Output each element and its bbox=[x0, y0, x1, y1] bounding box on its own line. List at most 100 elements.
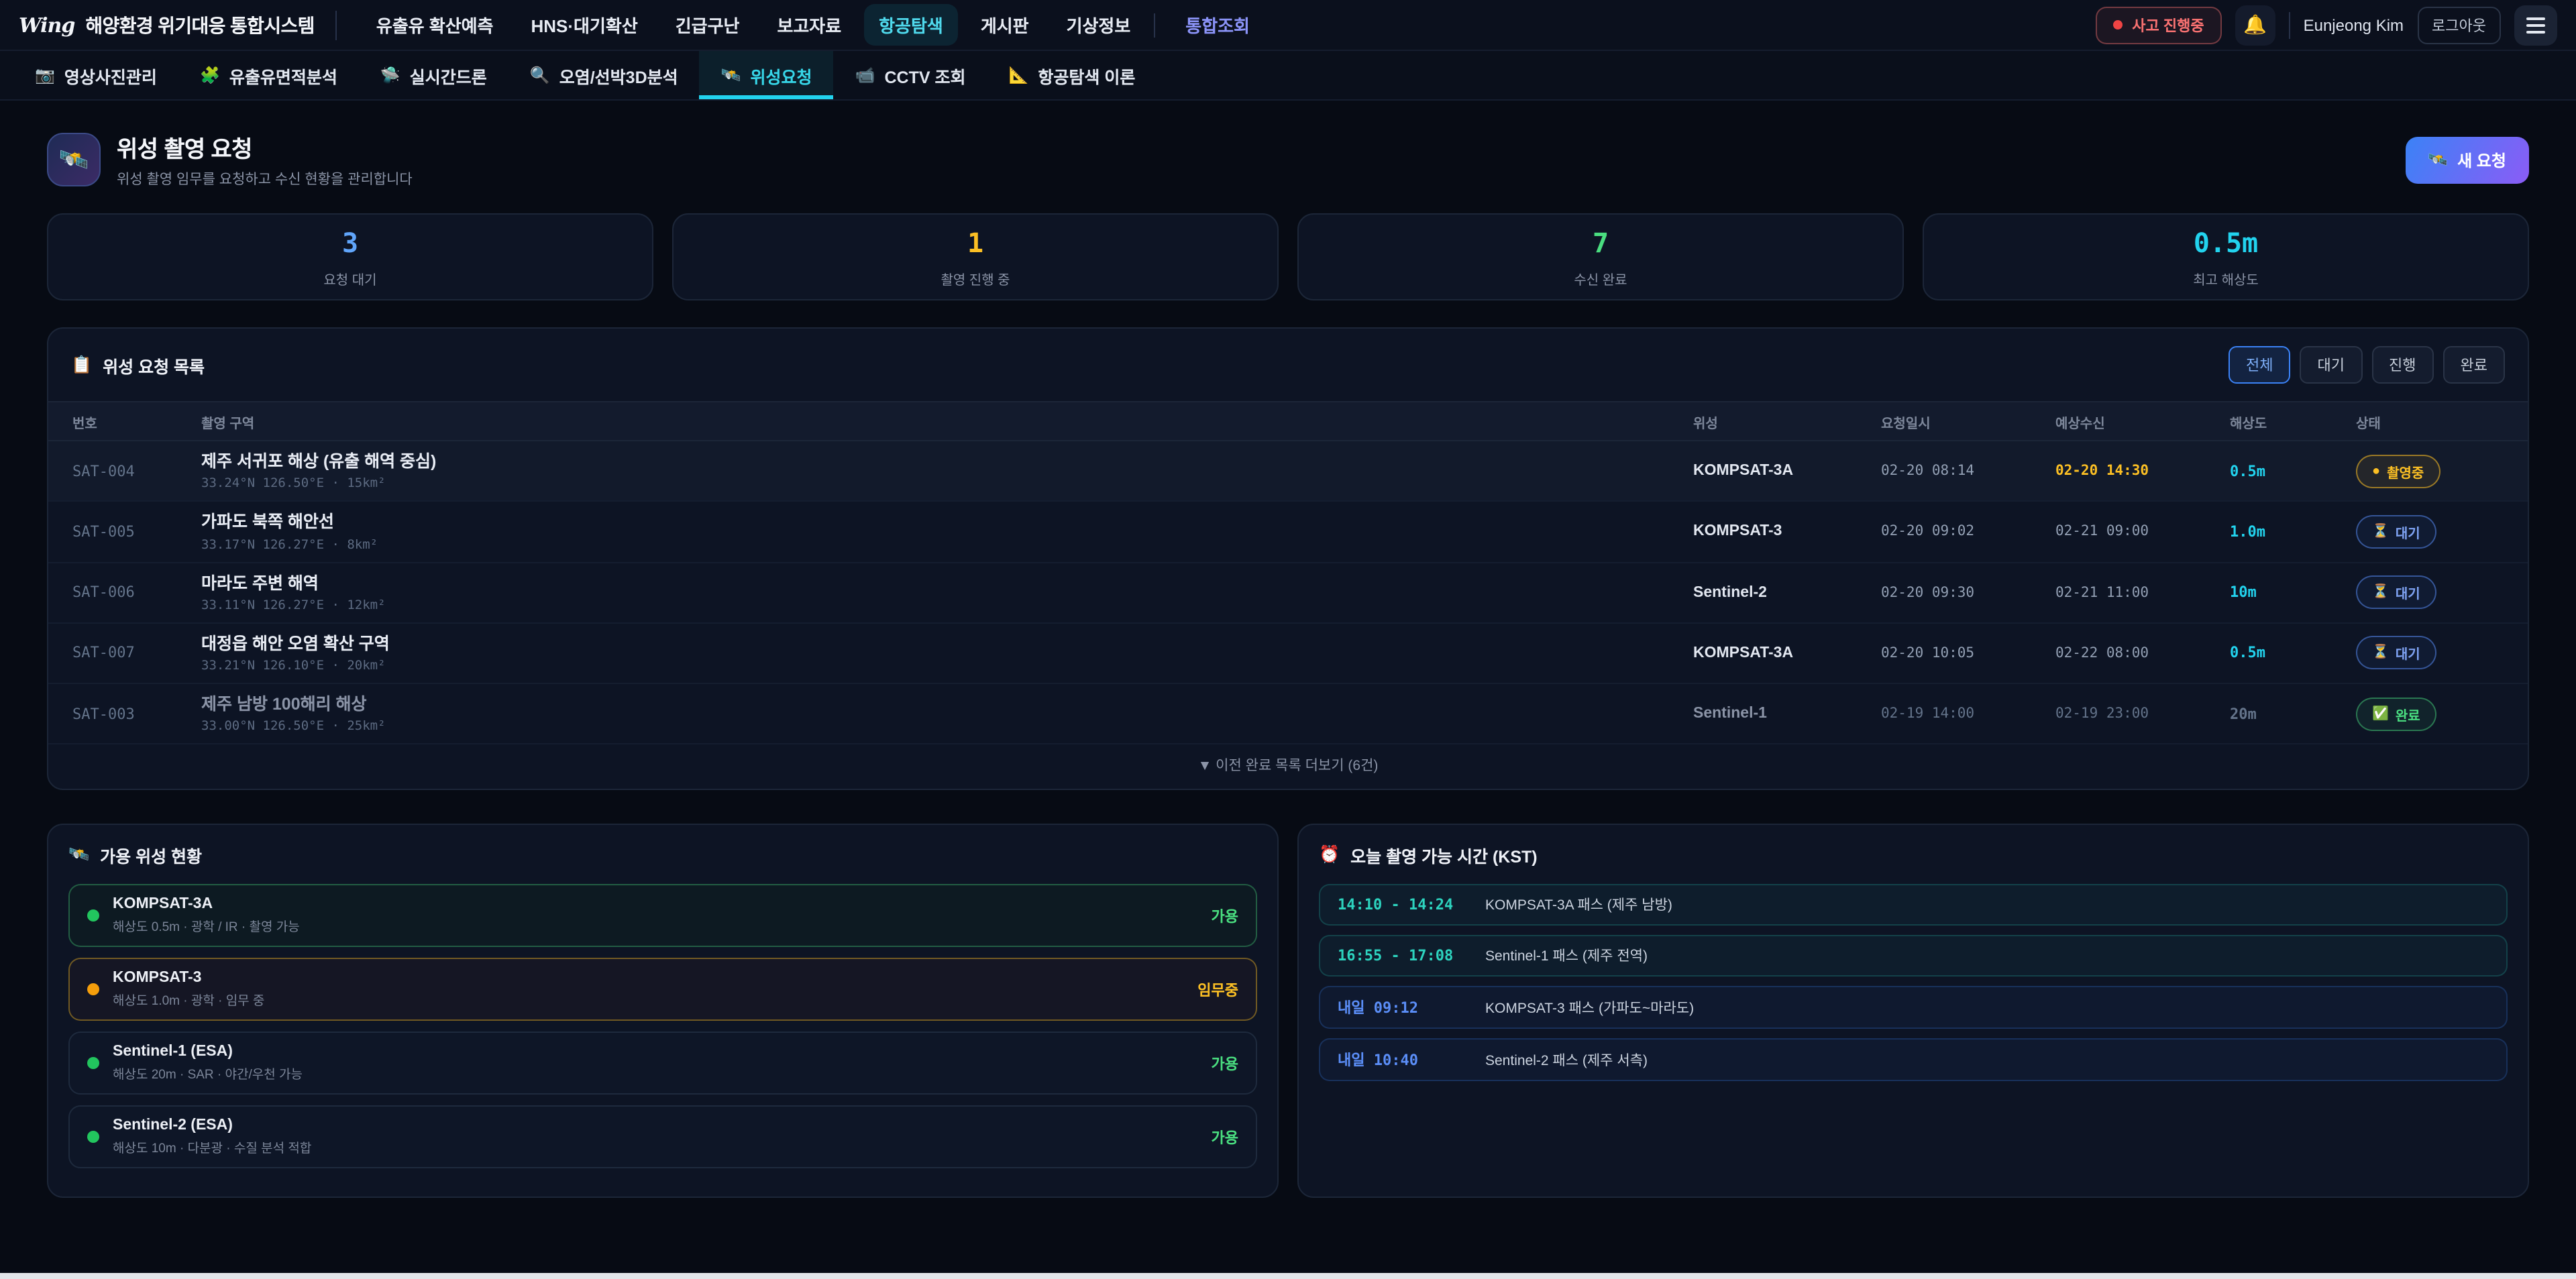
status-dot-icon bbox=[87, 1131, 99, 1144]
available-satellites-panel: 🛰️ 가용 위성 현황 KOMPSAT-3A 해상도 0.5m · 광학 / I… bbox=[47, 824, 1279, 1199]
pass-times-panel: ⏰ 오늘 촬영 가능 시간 (KST) 14:10 - 14:24 KOMPSA… bbox=[1297, 824, 2529, 1199]
status-badge-waiting: ⏳ 대기 bbox=[2356, 575, 2436, 610]
bottom-edge-strip bbox=[0, 1272, 2576, 1279]
col-satellite: 위성 bbox=[1693, 416, 1718, 431]
satellite-name: KOMPSAT-3 bbox=[113, 970, 202, 987]
nav-item-rescue[interactable]: 긴급구난 bbox=[675, 16, 740, 36]
col-region: 촬영 구역 bbox=[201, 416, 255, 431]
stat-value-in-progress: 1 bbox=[967, 226, 984, 258]
table-row[interactable]: SAT-004 제주 서귀포 해상 (유출 해역 중심) 33.24°N 126… bbox=[48, 441, 2528, 502]
page-subtitle: 위성 촬영 임무를 요청하고 수신 현황을 관리합니다 bbox=[117, 172, 413, 188]
satellite-icon: 🛰️ bbox=[2428, 150, 2449, 169]
app-title: 해양환경 위기대응 통합시스템 bbox=[85, 14, 315, 36]
pass-item[interactable]: 내일 10:40 Sentinel-2 패스 (제주 서측) bbox=[1319, 1038, 2508, 1082]
camera-icon: 📷 bbox=[35, 66, 55, 85]
request-satellite: Sentinel-2 bbox=[1693, 584, 1767, 601]
satellite-spec: 해상도 20m · SAR · 야간/우천 가능 bbox=[113, 1068, 303, 1083]
filter-waiting[interactable]: 대기 bbox=[2300, 346, 2362, 384]
table-row[interactable]: SAT-006 마라도 주변 해역 33.11°N 126.27°E · 12k… bbox=[48, 563, 2528, 624]
satellite-page-icon: 🛰️ bbox=[47, 133, 101, 186]
col-requested: 요청일시 bbox=[1881, 416, 1931, 431]
tab-satellite-request[interactable]: 🛰️ 위성요청 bbox=[699, 51, 834, 99]
incident-label: 사고 진행중 bbox=[2132, 18, 2204, 34]
stat-label-in-progress: 촬영 진행 중 bbox=[941, 273, 1010, 288]
request-datetime: 02-20 08:14 bbox=[1881, 463, 1975, 480]
status-badge-done: ✅ 완료 bbox=[2356, 697, 2436, 731]
status-badge-waiting: ⏳ 대기 bbox=[2356, 514, 2436, 549]
status-dot-icon bbox=[87, 1057, 99, 1070]
nav-item-hns[interactable]: HNS·대기확산 bbox=[531, 16, 638, 36]
satellite-spec: 해상도 0.5m · 광학 / IR · 촬영 가능 bbox=[113, 920, 300, 936]
col-resolution: 해상도 bbox=[2230, 416, 2267, 431]
nav-item-reports[interactable]: 보고자료 bbox=[777, 16, 842, 36]
request-satellite: KOMPSAT-3 bbox=[1693, 523, 1782, 540]
request-satellite: KOMPSAT-3A bbox=[1693, 463, 1794, 480]
nav-item-aerial-search[interactable]: 항공탐색 bbox=[864, 4, 958, 46]
satellite-name: KOMPSAT-3A bbox=[113, 896, 213, 913]
stats-row: 3 요청 대기 1 촬영 진행 중 7 수신 완료 0.5m 최고 해상도 bbox=[47, 213, 2529, 300]
expected-datetime: 02-21 09:00 bbox=[2055, 523, 2149, 540]
expected-datetime: 02-20 14:30 bbox=[2055, 463, 2149, 480]
request-satellite: KOMPSAT-3A bbox=[1693, 645, 1794, 661]
tab-aerial-theory[interactable]: 📐 항공탐색 이론 bbox=[1008, 66, 1136, 87]
request-list-header: 📋 위성 요청 목록 전체 대기 진행 완료 bbox=[48, 329, 2528, 401]
stat-card-best-resolution: 0.5m 최고 해상도 bbox=[1923, 213, 2529, 300]
filter-in-progress[interactable]: 진행 bbox=[2371, 346, 2434, 384]
puzzle-icon: 🧩 bbox=[199, 66, 220, 85]
magnifier-icon: 🔍 bbox=[529, 66, 550, 85]
request-resolution: 0.5m bbox=[2230, 644, 2265, 662]
nav-item-board[interactable]: 게시판 bbox=[980, 16, 1029, 36]
tab-image-management[interactable]: 📷 영상사진관리 bbox=[35, 66, 157, 87]
expected-datetime: 02-19 23:00 bbox=[2055, 706, 2149, 722]
table-header-row: 번호 촬영 구역 위성 요청일시 예상수신 해상도 상태 bbox=[48, 401, 2528, 441]
request-region: 마라도 주변 해역 bbox=[201, 573, 319, 592]
hourglass-icon: ⏳ bbox=[2372, 585, 2389, 600]
satellite-item-sentinel2[interactable]: Sentinel-2 (ESA) 해상도 10m · 다분광 · 수질 분석 적… bbox=[68, 1105, 1257, 1169]
show-more-link[interactable]: ▼ 이전 완료 목록 더보기 (6건) bbox=[1197, 758, 1379, 775]
table-row[interactable]: SAT-005 가파도 북쪽 해안선 33.17°N 126.27°E · 8k… bbox=[48, 502, 2528, 563]
nav-item-weather[interactable]: 기상정보 bbox=[1066, 16, 1131, 36]
satellite-item-kompsat3[interactable]: KOMPSAT-3 해상도 1.0m · 광학 · 임무 중 임무중 bbox=[68, 958, 1257, 1021]
satellite-item-kompsat3a[interactable]: KOMPSAT-3A 해상도 0.5m · 광학 / IR · 촬영 가능 가용 bbox=[68, 884, 1257, 948]
incident-status-badge[interactable]: 사고 진행중 bbox=[2096, 6, 2222, 44]
new-request-button[interactable]: 🛰️ 새 요청 bbox=[2405, 136, 2529, 183]
filter-all[interactable]: 전체 bbox=[2229, 346, 2291, 384]
satellite-item-sentinel1[interactable]: Sentinel-1 (ESA) 해상도 20m · SAR · 야간/우천 가… bbox=[68, 1032, 1257, 1095]
logout-button[interactable]: 로그아웃 bbox=[2417, 6, 2501, 44]
satellites-panel-title: 🛰️ 가용 위성 현황 bbox=[68, 845, 203, 867]
filter-done[interactable]: 완료 bbox=[2443, 346, 2505, 384]
main-content: 🛰️ 위성 촬영 요청 위성 촬영 임무를 요청하고 수신 현황을 관리합니다 … bbox=[0, 130, 2576, 1199]
tab-realtime-drone[interactable]: 🛸 실시간드론 bbox=[380, 66, 487, 87]
topbar-divider bbox=[2288, 11, 2290, 38]
request-id: SAT-006 bbox=[72, 583, 135, 602]
pass-item[interactable]: 14:10 - 14:24 KOMPSAT-3A 패스 (제주 남방) bbox=[1319, 884, 2508, 926]
request-datetime: 02-20 09:30 bbox=[1881, 584, 1975, 601]
pass-item[interactable]: 16:55 - 17:08 Sentinel-1 패스 (제주 전역) bbox=[1319, 935, 2508, 977]
stat-label-received: 수신 완료 bbox=[1574, 273, 1627, 288]
notifications-button[interactable]: 🔔 bbox=[2235, 5, 2275, 45]
tab-cctv[interactable]: 📹 CCTV 조회 bbox=[855, 66, 966, 87]
stat-label-pending: 요청 대기 bbox=[323, 273, 377, 288]
pass-item[interactable]: 내일 09:12 KOMPSAT-3 패스 (가파도~마라도) bbox=[1319, 986, 2508, 1030]
main-nav: 유출유 확산예측 HNS·대기확산 긴급구난 보고자료 항공탐색 게시판 기상정… bbox=[362, 4, 2072, 46]
tab-oil-area-analysis[interactable]: 🧩 유출유면적분석 bbox=[199, 66, 337, 87]
table-row[interactable]: SAT-007 대정읍 해안 오염 확산 구역 33.21°N 126.10°E… bbox=[48, 624, 2528, 684]
col-status: 상태 bbox=[2356, 416, 2381, 431]
stat-label-best-resolution: 최고 해상도 bbox=[2193, 273, 2259, 288]
bell-icon: 🔔 bbox=[2243, 13, 2267, 35]
table-row[interactable]: SAT-003 제주 남방 100해리 해상 33.00°N 126.50°E … bbox=[48, 684, 2528, 745]
satellite-spec: 해상도 1.0m · 광학 · 임무 중 bbox=[113, 994, 265, 1009]
menu-button[interactable] bbox=[2514, 5, 2557, 45]
status-dot-icon bbox=[87, 909, 99, 922]
expected-datetime: 02-22 08:00 bbox=[2055, 645, 2149, 661]
satellite-spec: 해상도 10m · 다분광 · 수질 분석 적합 bbox=[113, 1142, 312, 1157]
nav-item-oil-spill[interactable]: 유출유 확산예측 bbox=[376, 16, 494, 36]
request-coords: 33.11°N 126.27°E · 12km² bbox=[201, 598, 386, 613]
check-icon: ✅ bbox=[2372, 706, 2389, 722]
request-list-title: 📋 위성 요청 목록 bbox=[71, 355, 205, 376]
request-resolution: 1.0m bbox=[2230, 522, 2265, 541]
tab-pollution-3d[interactable]: 🔍 오염/선박3D분석 bbox=[529, 66, 678, 87]
pass-description: KOMPSAT-3A 패스 (제주 남방) bbox=[1485, 897, 1672, 914]
nav-item-integrated-search[interactable]: 통합조회 bbox=[1185, 16, 1250, 36]
stat-card-in-progress: 1 촬영 진행 중 bbox=[672, 213, 1279, 300]
